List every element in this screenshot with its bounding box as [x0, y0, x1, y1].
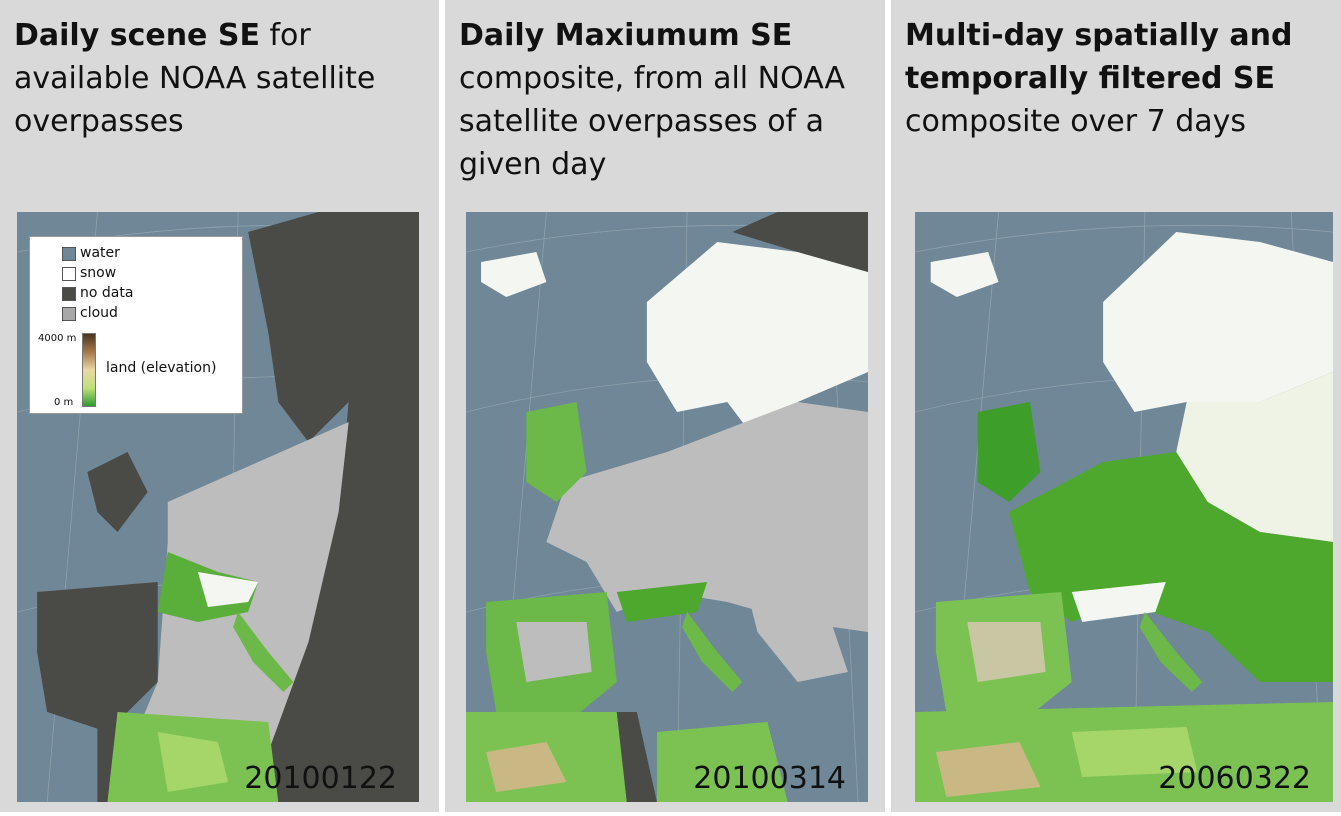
panel-multi-day: Multi-day spatially and temporally filte… — [891, 0, 1341, 812]
map-date: 20100314 — [693, 761, 846, 796]
map-daily-scene: water snow no data cloud 4000 m 0 m land… — [17, 212, 419, 802]
elevation-color-bar — [82, 333, 96, 407]
cloud-swatch — [62, 307, 76, 321]
legend-item-no-data: no data — [62, 285, 133, 303]
map-date: 20100122 — [244, 761, 397, 796]
panel-title: Daily scene SE for available NOAA satell… — [14, 18, 376, 139]
panel-title: Multi-day spatially and temporally filte… — [905, 18, 1293, 139]
map-graphic — [466, 212, 868, 802]
map-date: 20060322 — [1158, 761, 1311, 796]
map-multi-day: 20060322 — [915, 212, 1333, 802]
panel-daily-scene: Daily scene SE for available NOAA satell… — [0, 0, 439, 812]
elevation-max-label: 4000 m — [38, 333, 77, 344]
map-daily-maximum: 20100314 — [466, 212, 868, 802]
map-graphic — [915, 212, 1333, 802]
legend-item-cloud: cloud — [62, 305, 118, 323]
snow-swatch — [62, 267, 76, 281]
panel-daily-maximum: Daily Maxiumum SE composite, from all NO… — [445, 0, 885, 812]
legend-item-water: water — [62, 245, 120, 263]
elevation-min-label: 0 m — [54, 397, 74, 408]
legend-item-snow: snow — [62, 265, 116, 283]
panel-title: Daily Maxiumum SE composite, from all NO… — [459, 18, 846, 182]
map-legend: water snow no data cloud 4000 m 0 m land… — [29, 236, 243, 414]
water-swatch — [62, 247, 76, 261]
no-data-swatch — [62, 287, 76, 301]
elevation-label: land (elevation) — [106, 360, 217, 376]
